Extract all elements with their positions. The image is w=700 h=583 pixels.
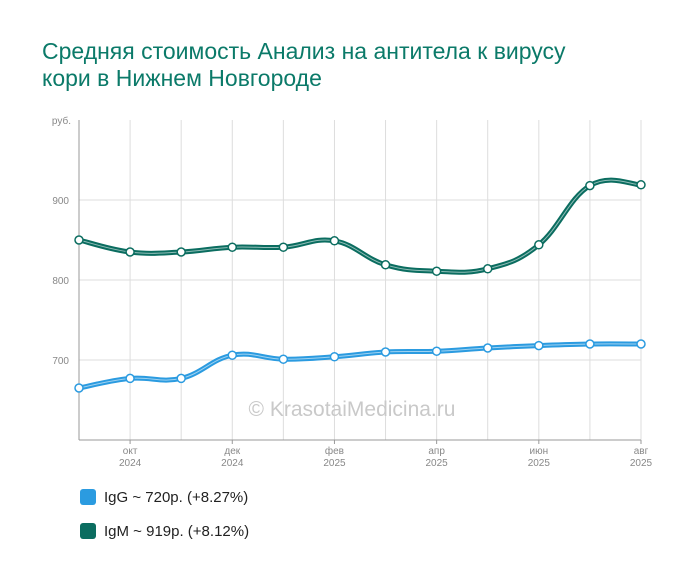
- data-point-igg: [636, 339, 646, 349]
- x-tick-month: апр: [428, 446, 445, 457]
- legend-label-igm: IgM ~ 919р. (+8.12%): [104, 522, 250, 540]
- y-unit-label: руб.: [52, 115, 71, 127]
- data-point-igm: [636, 180, 646, 190]
- chart-title: Средняя стоимость Анализ на антитела к в…: [42, 38, 566, 91]
- series-line-igm: [76, 177, 644, 275]
- data-point-igm: [74, 235, 84, 245]
- data-point-igg: [431, 346, 442, 356]
- y-tick-label: 800: [52, 276, 69, 287]
- data-point-igm: [534, 240, 544, 250]
- data-point-igg: [278, 354, 289, 364]
- legend-item-igm[interactable]: IgM ~ 919р. (+8.12%): [80, 522, 249, 540]
- data-point-igg: [176, 373, 186, 384]
- data-point-igm: [125, 247, 135, 257]
- x-tick-year: 2025: [323, 458, 346, 469]
- x-tick-month: дек: [224, 446, 240, 457]
- data-point-igg: [380, 347, 391, 357]
- x-tick-year: 2024: [221, 458, 244, 469]
- watermark: © KrasotaiMedicina.ru: [249, 398, 456, 421]
- series: [76, 177, 644, 391]
- y-tick-label: 900: [52, 196, 69, 207]
- data-point-igm: [380, 260, 391, 270]
- x-tick-month: фев: [325, 445, 344, 457]
- data-point-igg: [585, 339, 595, 349]
- data-point-igm: [176, 247, 186, 257]
- data-point-igg: [74, 383, 84, 393]
- legend-swatch-igg: [80, 489, 96, 505]
- x-tick-year: 2025: [630, 458, 653, 469]
- data-point-igm: [227, 242, 238, 252]
- data-point-igm: [329, 236, 340, 246]
- x-tick-year: 2025: [528, 458, 551, 469]
- data-point-igg: [227, 350, 238, 360]
- series-line-highlight-igg: [78, 343, 642, 389]
- series-line-igg: [76, 341, 644, 391]
- legend-item-igg[interactable]: IgG ~ 720р. (+8.27%): [80, 488, 249, 506]
- x-tick-year: 2025: [426, 458, 449, 469]
- y-tick-label: 700: [52, 356, 69, 367]
- x-tick-month: окт: [123, 446, 138, 457]
- data-point-igg: [534, 340, 544, 351]
- data-point-igg: [329, 352, 340, 362]
- legend-label-igg: IgG ~ 720р. (+8.27%): [104, 488, 249, 506]
- x-tick-month: июн: [530, 446, 549, 457]
- legend-swatch-igm: [80, 523, 96, 539]
- data-point-igg: [482, 343, 493, 353]
- data-point-igm: [431, 266, 442, 276]
- x-tick-month: авг: [634, 446, 649, 457]
- data-point-igg: [125, 373, 135, 384]
- data-point-igm: [482, 264, 493, 274]
- legend: IgG ~ 720р. (+8.27%) IgM ~ 919р. (+8.12%…: [80, 488, 249, 556]
- data-point-igm: [278, 242, 289, 252]
- data-points: [74, 180, 646, 393]
- data-point-igm: [585, 180, 595, 191]
- x-tick-year: 2024: [119, 458, 142, 469]
